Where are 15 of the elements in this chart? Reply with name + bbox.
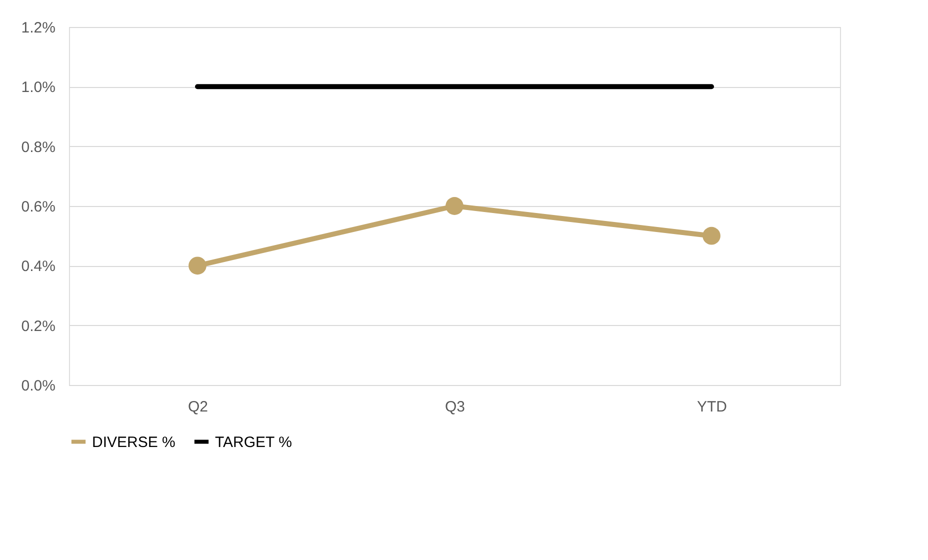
x-tick-label: YTD <box>697 398 728 416</box>
y-tick-label: 1.2% <box>21 20 56 36</box>
x-tick-label: Q2 <box>188 398 208 416</box>
point <box>188 256 206 275</box>
legend-label: TARGET % <box>215 434 292 451</box>
y-tick-label: 1.0% <box>21 79 56 96</box>
point <box>446 197 464 215</box>
y-tick-label: 0.2% <box>21 318 56 335</box>
legend-label: DIVERSE % <box>92 434 176 451</box>
point <box>702 226 720 245</box>
x-tick-label: Q3 <box>444 398 466 416</box>
y-tick-label: 0.8% <box>21 138 56 156</box>
y-tick-label: 0.4% <box>21 258 56 276</box>
y-tick-label: 0.6% <box>21 198 56 216</box>
y-tick-label: 0.0% <box>21 378 56 394</box>
